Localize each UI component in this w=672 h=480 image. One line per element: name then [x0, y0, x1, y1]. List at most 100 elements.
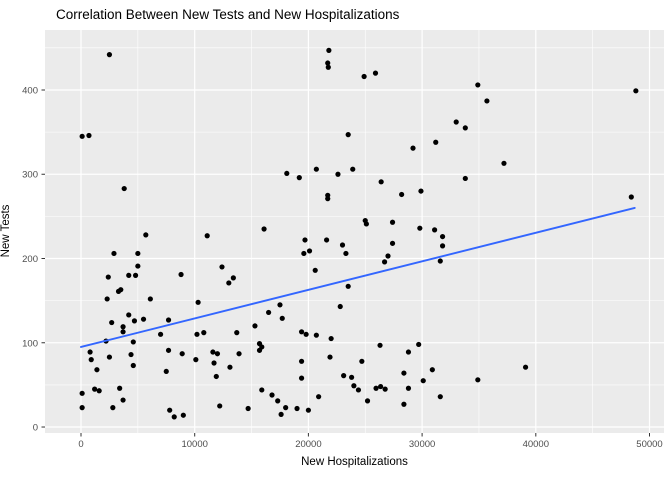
data-point [110, 405, 116, 411]
data-point [130, 362, 136, 369]
data-point [87, 349, 93, 355]
data-point [213, 373, 219, 380]
data-point [135, 263, 141, 269]
data-point [328, 335, 334, 342]
data-point [633, 88, 639, 94]
data-point [120, 329, 126, 335]
data-point [252, 323, 258, 329]
data-point [337, 303, 343, 310]
data-point [420, 378, 426, 384]
data-point [120, 324, 126, 330]
data-point [245, 405, 251, 412]
data-point [120, 397, 126, 403]
data-point [355, 387, 362, 393]
data-point [363, 221, 369, 227]
data-point [227, 364, 233, 370]
data-point [439, 243, 446, 249]
data-point [382, 386, 388, 392]
data-point [345, 132, 351, 138]
data-point [104, 296, 110, 302]
tick-marks [41, 89, 651, 437]
data-point [305, 407, 311, 413]
data-point [266, 309, 272, 316]
data-point [79, 405, 85, 411]
data-point [106, 354, 113, 360]
x-tick-label: 10000 [181, 439, 207, 450]
y-tick-label: 300 [22, 170, 38, 181]
data-point [522, 364, 529, 370]
data-point [377, 342, 383, 348]
data-point [217, 403, 223, 409]
data-point [345, 283, 351, 289]
data-point [279, 315, 285, 321]
data-point [143, 232, 149, 238]
data-point [381, 259, 388, 265]
data-point [484, 98, 490, 104]
data-point [92, 386, 98, 392]
data-point [373, 385, 379, 391]
data-point [204, 233, 210, 239]
data-point [118, 287, 124, 293]
data-point [284, 170, 290, 177]
data-point [261, 226, 267, 232]
data-point [475, 377, 481, 383]
data-point [325, 64, 331, 70]
data-point [325, 60, 331, 66]
data-point [341, 373, 347, 379]
data-point [418, 188, 424, 194]
data-point [230, 275, 236, 281]
data-point [126, 272, 132, 278]
data-point [323, 237, 330, 243]
data-point [130, 339, 136, 345]
data-point [278, 411, 284, 417]
data-point [140, 316, 147, 322]
data-point [410, 145, 416, 151]
data-point [416, 341, 422, 348]
data-point [109, 319, 115, 326]
data-point [163, 368, 169, 375]
data-point [475, 82, 481, 88]
data-point [302, 237, 308, 243]
scatter-points [79, 47, 639, 420]
data-point [462, 175, 468, 182]
y-tick-label: 400 [22, 85, 38, 96]
data-point [111, 250, 117, 257]
data-point [417, 225, 423, 231]
data-point [351, 383, 357, 389]
data-point [106, 52, 113, 58]
data-point [214, 351, 221, 357]
data-point [306, 248, 313, 254]
data-point [88, 357, 94, 363]
data-point [294, 405, 300, 412]
data-point [437, 394, 443, 400]
data-point [165, 317, 172, 323]
x-tick-label: 20000 [295, 439, 321, 450]
data-point [298, 375, 305, 381]
data-point [193, 357, 199, 363]
data-point [405, 349, 412, 355]
data-point [453, 119, 459, 125]
data-point [179, 351, 185, 357]
data-point [236, 351, 242, 357]
data-point [325, 196, 331, 202]
plot-panel [45, 30, 664, 433]
data-point [350, 166, 356, 172]
y-tick-label: 0 [33, 423, 38, 434]
x-tick-label: 40000 [523, 439, 549, 450]
data-point [339, 242, 346, 248]
data-point [439, 233, 446, 240]
data-point [313, 332, 319, 338]
data-point [132, 272, 139, 278]
data-point [180, 412, 186, 418]
data-point [385, 253, 391, 259]
data-point [372, 70, 379, 76]
data-point [501, 160, 507, 166]
data-point [326, 47, 332, 53]
data-point [298, 329, 305, 335]
data-point [275, 398, 281, 404]
data-point [405, 385, 412, 391]
x-tick-label: 50000 [636, 439, 662, 450]
data-point [157, 331, 164, 337]
data-point [389, 240, 396, 246]
